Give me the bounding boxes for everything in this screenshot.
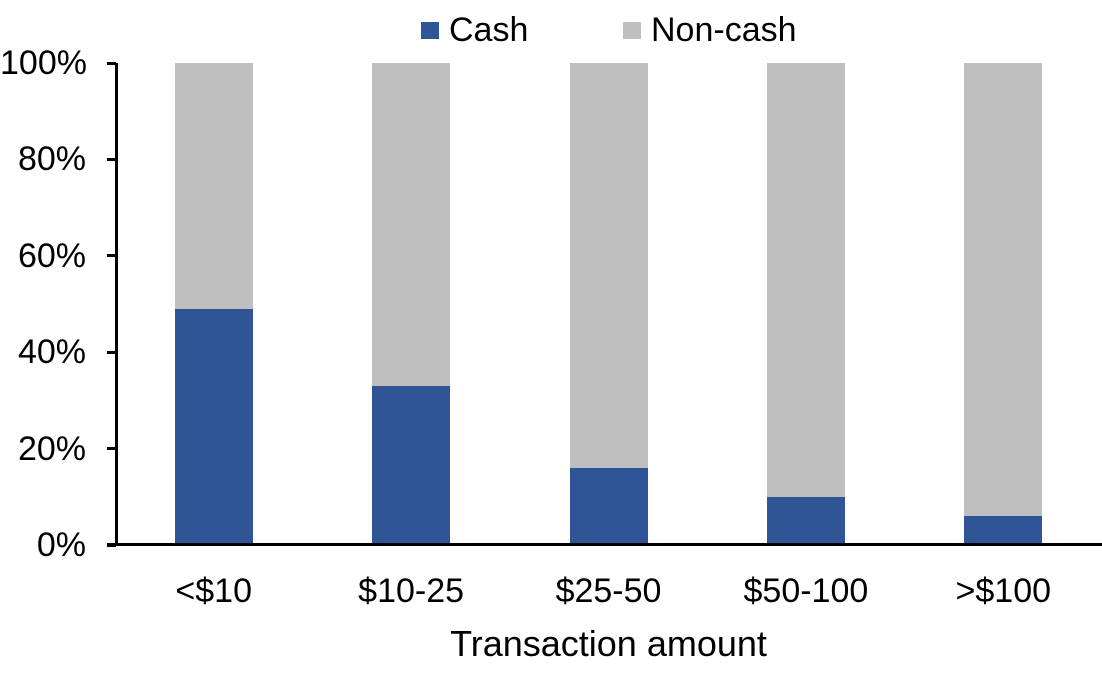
bar-$10-25	[372, 63, 451, 545]
y-axis-tick-label: 60%	[17, 236, 86, 275]
bar-$25-50	[569, 63, 648, 545]
bar-segment-non-cash	[766, 63, 845, 497]
y-axis-tick-mark	[107, 254, 116, 258]
x-axis-title: Transaction amount	[450, 623, 767, 664]
legend-item-non-cash: Non-cash	[623, 8, 797, 52]
x-axis-tick-label: >$100	[955, 572, 1052, 610]
y-axis-line	[115, 63, 118, 546]
y-axis-tick-mark	[107, 61, 116, 65]
legend-label-non-cash: Non-cash	[651, 11, 797, 49]
bar-segment-cash	[569, 467, 648, 545]
bar-segment-cash	[174, 308, 253, 545]
bar-segment-cash	[766, 496, 845, 545]
legend-swatch-non-cash-icon	[623, 21, 641, 39]
bar-segment-cash	[372, 385, 451, 545]
x-axis-tick-label: $10-25	[358, 572, 465, 610]
bar->$100	[964, 63, 1043, 545]
bar-segment-cash	[964, 516, 1043, 545]
x-axis-line	[107, 543, 1102, 546]
y-axis-tick-label: 80%	[17, 140, 86, 179]
legend-item-cash: Cash	[421, 8, 528, 52]
bar-segment-non-cash	[569, 63, 648, 468]
y-axis-tick-mark	[107, 157, 116, 161]
bar-segment-non-cash	[174, 63, 253, 309]
legend-label-cash: Cash	[449, 11, 529, 49]
y-axis-tick-mark	[107, 447, 116, 451]
y-axis-tick-label: 0%	[36, 526, 86, 564]
x-axis-tick-label: <$10	[175, 572, 252, 610]
plot-area	[107, 63, 1102, 546]
y-axis-tick-label: 100%	[0, 44, 87, 82]
y-axis-tick-label: 40%	[17, 333, 86, 372]
bar-segment-non-cash	[964, 63, 1043, 517]
y-axis-tick-mark	[107, 350, 116, 354]
bar-<$10	[174, 63, 253, 545]
bar-$50-100	[766, 63, 845, 545]
legend-swatch-cash-icon	[421, 21, 439, 39]
x-axis-tick-label: $25-50	[555, 572, 662, 610]
y-axis-tick-label: 20%	[17, 429, 86, 468]
x-axis-tick-label: $50-100	[743, 572, 869, 610]
y-axis-tick-mark	[107, 543, 116, 547]
bar-segment-non-cash	[372, 63, 451, 386]
